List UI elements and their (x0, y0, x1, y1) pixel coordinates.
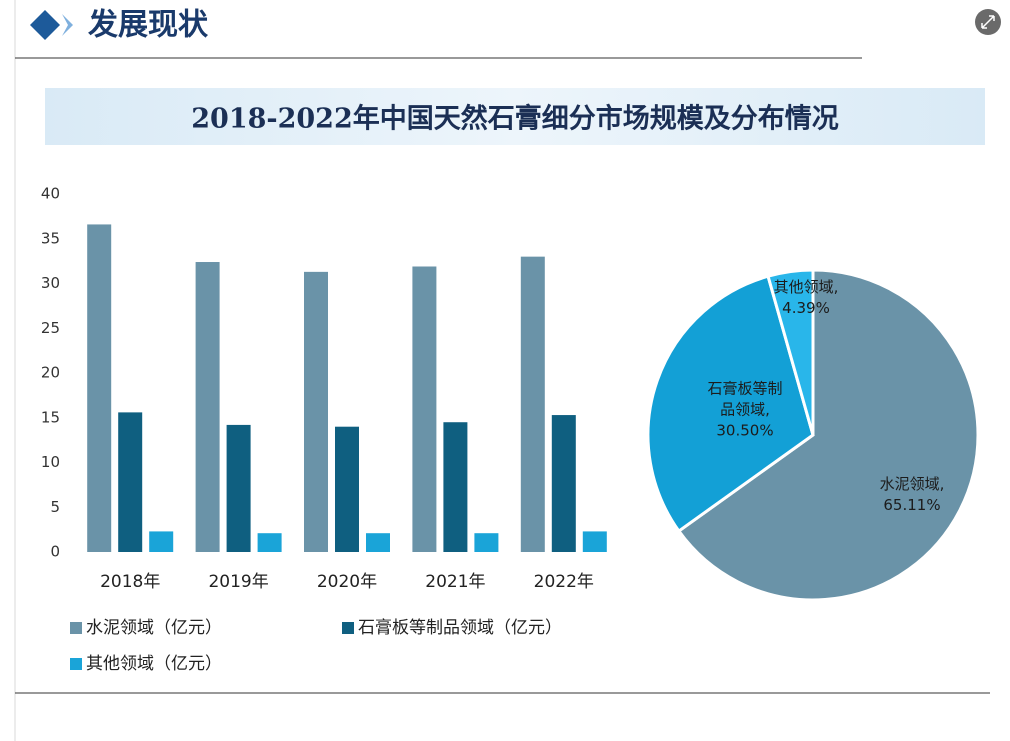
pie-slice (676, 268, 980, 602)
bar (520, 256, 545, 552)
bar (582, 531, 607, 552)
x-tick-label: 2021年 (425, 572, 485, 592)
x-tick-label: 2020年 (317, 572, 377, 592)
pie-category: 其他领域, (773, 278, 839, 296)
bar (551, 415, 576, 552)
bar (87, 224, 112, 552)
legend-swatch (70, 622, 82, 634)
legend-label: 石膏板等制品领域（亿元） (358, 617, 562, 638)
pie-slice (646, 274, 815, 534)
y-tick-label: 0 (50, 543, 60, 561)
pie-value-label: 30.50% (716, 421, 774, 440)
x-tick-label: 2018年 (100, 572, 160, 592)
x-tick-label: 2022年 (534, 572, 594, 592)
legend-label: 水泥领域（亿元） (86, 618, 222, 638)
y-tick-label: 35 (41, 229, 60, 247)
bar (149, 531, 174, 552)
pie-category: 石膏板等制品领域, (707, 379, 783, 419)
y-tick-label: 15 (41, 408, 60, 426)
pie-label: 水泥领域, 65.11% (874, 474, 950, 516)
header-diamond (30, 10, 60, 40)
y-tick-label: 5 (50, 498, 60, 516)
title-banner (45, 88, 985, 145)
bar (226, 424, 251, 552)
pie-label: 其他领域, 4.39% (768, 277, 844, 319)
legend-label: 其他领域（亿元） (86, 654, 222, 674)
pie-category: 水泥领域, (879, 475, 945, 493)
header-diamond-accent (62, 14, 73, 36)
y-tick-label: 10 (41, 453, 60, 471)
bar (335, 426, 359, 552)
pie-label: 石膏板等制品领域, 30.50% (707, 379, 783, 442)
expand-icon (981, 15, 995, 29)
bar (474, 533, 499, 552)
bar (304, 271, 328, 552)
bar (195, 262, 220, 552)
y-tick-label: 20 (41, 364, 60, 382)
y-tick-label: 40 (41, 185, 60, 203)
legend-swatch (70, 658, 82, 670)
pie-value-label: 4.39% (782, 299, 830, 317)
bar (118, 412, 143, 552)
bar (412, 266, 437, 552)
header-title: 发展现状 (87, 8, 209, 43)
y-tick-label: 30 (41, 274, 60, 292)
y-tick-label: 25 (41, 319, 60, 337)
chart-title: 2018-2022年中国天然石膏细分市场规模及分布情况 (191, 103, 839, 135)
bar (257, 533, 282, 552)
legend-swatch (342, 622, 354, 634)
pie-value-label: 65.11% (883, 496, 941, 514)
bar (366, 533, 390, 552)
x-tick-label: 2019年 (208, 572, 268, 592)
bar (443, 422, 468, 552)
pie-slice (766, 268, 815, 436)
